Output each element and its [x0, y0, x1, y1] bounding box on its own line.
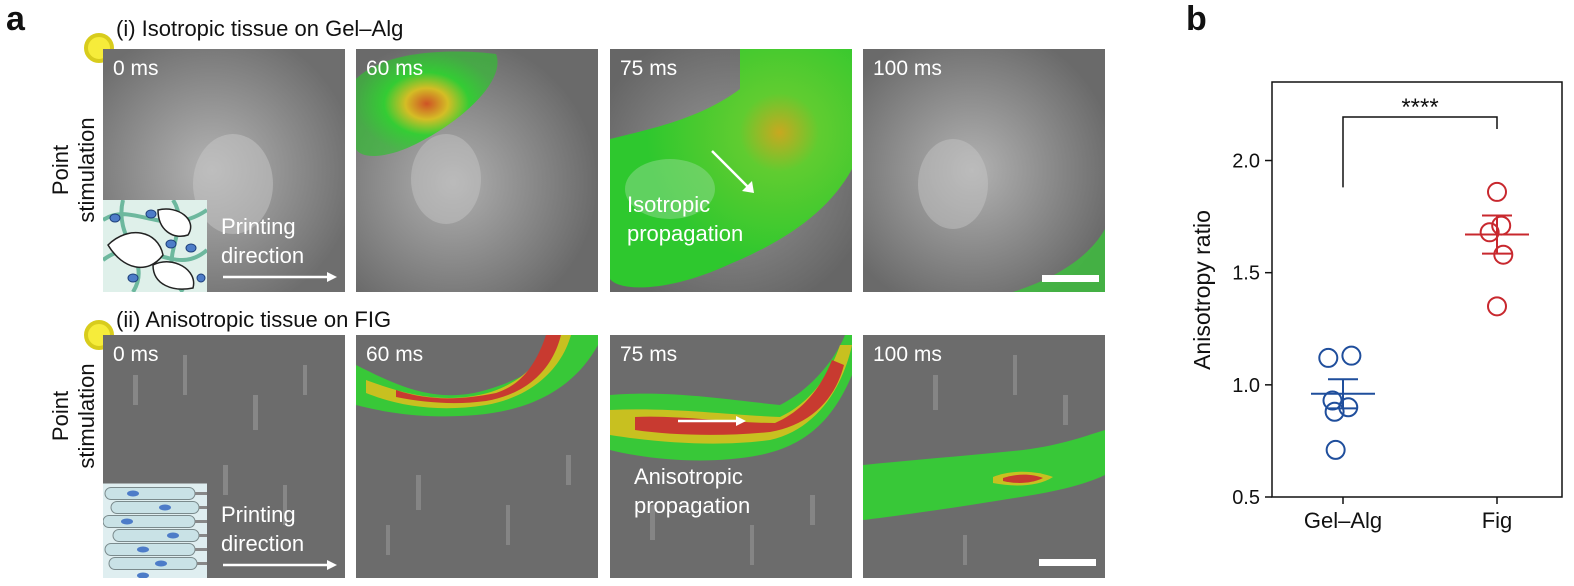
time-label: 60 ms	[366, 57, 424, 80]
data-point	[1493, 244, 1514, 265]
frame-aniso-100ms: 100 ms	[863, 335, 1105, 578]
data-point	[1487, 296, 1507, 317]
side-label-row-2: Point stimulation	[44, 316, 104, 516]
printing-direction-arrow-icon	[223, 560, 337, 570]
side-label-line2: stimulation	[74, 117, 99, 223]
anisotropic-tissue-inset	[103, 483, 207, 578]
side-label-line1: Point	[48, 390, 73, 442]
data-point	[1324, 401, 1345, 422]
significance-bracket	[1342, 116, 1498, 188]
activation-map-image	[863, 335, 1105, 578]
isotropic-tissue-inset	[103, 200, 207, 292]
frame-aniso-60ms: 60 ms	[356, 335, 598, 578]
scale-bar	[1039, 559, 1096, 566]
propagation-arrow-icon	[678, 416, 746, 426]
y-tick-label: 1.0	[1232, 375, 1260, 397]
propagation-line1: Anisotropic	[634, 464, 743, 489]
activation-map-image	[610, 335, 852, 578]
y-tick-label: 1.5	[1232, 263, 1260, 285]
frame-aniso-75ms: 75 ms Anisotropic propagation	[610, 335, 852, 578]
side-label-line2: stimulation	[74, 363, 99, 469]
panel-label-b: b	[1186, 0, 1207, 38]
frame-iso-75ms: 75 ms Isotropic propagation	[610, 49, 852, 292]
frame-iso-0ms: 0 ms Printing direction	[103, 49, 345, 292]
significance-label: ****	[1401, 94, 1438, 121]
frame-aniso-0ms: 0 ms Printing direction	[103, 335, 345, 578]
x-tick-label: Fig	[1482, 508, 1513, 533]
y-tick-label: 0.5	[1232, 487, 1260, 509]
side-label-row-1: Point stimulation	[44, 70, 104, 270]
printing-line2: direction	[221, 531, 305, 556]
printing-line2: direction	[221, 243, 305, 268]
row-title-anisotropic: (ii) Anisotropic tissue on FIG	[116, 307, 392, 332]
propagation-arrow-icon	[711, 150, 754, 193]
time-label: 75 ms	[620, 343, 678, 366]
printing-direction-label: Printing direction	[221, 500, 304, 558]
printing-line1: Printing	[221, 502, 296, 527]
frame-iso-60ms: 60 ms	[356, 49, 598, 292]
data-point	[1325, 439, 1346, 460]
isotropic-propagation-label: Isotropic propagation	[627, 190, 743, 248]
scale-bar	[1042, 275, 1099, 282]
y-tick-label: 2.0	[1232, 151, 1260, 173]
time-label: 75 ms	[620, 57, 678, 80]
printing-direction-label: Printing direction	[221, 212, 304, 270]
y-axis-label: Anisotropy ratio	[1189, 210, 1215, 370]
activation-map-image	[356, 335, 598, 578]
time-label: 0 ms	[113, 343, 159, 366]
propagation-line2: propagation	[634, 493, 751, 518]
activation-map-image	[356, 49, 598, 292]
activation-map-image	[610, 49, 852, 292]
printing-line1: Printing	[221, 214, 296, 239]
time-label: 100 ms	[873, 57, 942, 80]
data-point	[1487, 181, 1507, 202]
time-label: 0 ms	[113, 57, 159, 80]
data-point	[1338, 397, 1359, 418]
data-point	[1479, 222, 1500, 243]
printing-direction-arrow-icon	[223, 272, 337, 282]
microscopy-image	[103, 335, 345, 578]
row-title-isotropic: (i) Isotropic tissue on Gel–Alg	[116, 16, 404, 41]
time-label: 100 ms	[873, 343, 942, 366]
frame-iso-100ms: 100 ms	[863, 49, 1105, 292]
data-point	[1341, 345, 1362, 366]
data-point	[1318, 347, 1339, 368]
plot-frame	[1271, 81, 1563, 498]
panel-label-a: a	[6, 0, 25, 38]
time-label: 60 ms	[366, 343, 424, 366]
microscopy-image	[863, 49, 1105, 292]
side-label-line1: Point	[48, 144, 73, 196]
propagation-line1: Isotropic	[627, 192, 711, 217]
propagation-line2: propagation	[627, 221, 744, 246]
anisotropy-chart: Anisotropy ratio 0.5 1.0 1.5 2.0 Gel–Alg Fig…	[1189, 81, 1563, 533]
anisotropic-propagation-label: Anisotropic propagation	[634, 462, 750, 520]
x-tick-label: Gel–Alg	[1304, 508, 1382, 533]
